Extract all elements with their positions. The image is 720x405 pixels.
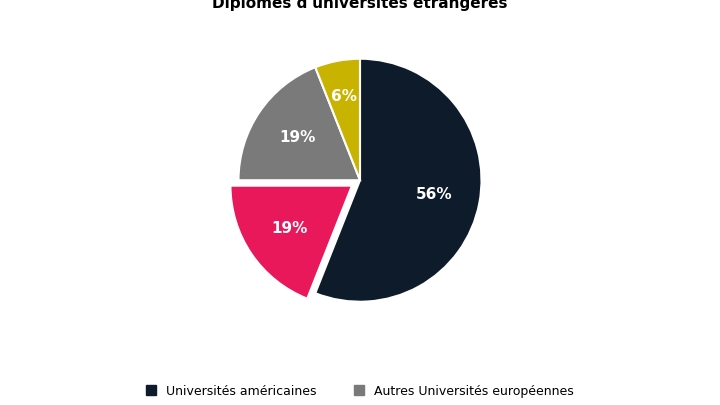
Title: Diplômes d'universités étrangères: Diplômes d'universités étrangères bbox=[212, 0, 508, 11]
Text: 6%: 6% bbox=[331, 89, 357, 104]
Text: 19%: 19% bbox=[279, 130, 316, 145]
Wedge shape bbox=[238, 67, 360, 180]
Legend: Universités américaines, Universités anglaises, Autres Universités européennes, : Universités américaines, Universités ang… bbox=[143, 381, 577, 405]
Wedge shape bbox=[315, 59, 360, 180]
Text: 56%: 56% bbox=[415, 187, 452, 202]
Wedge shape bbox=[230, 185, 352, 298]
Wedge shape bbox=[315, 59, 482, 302]
Text: 19%: 19% bbox=[271, 221, 308, 236]
